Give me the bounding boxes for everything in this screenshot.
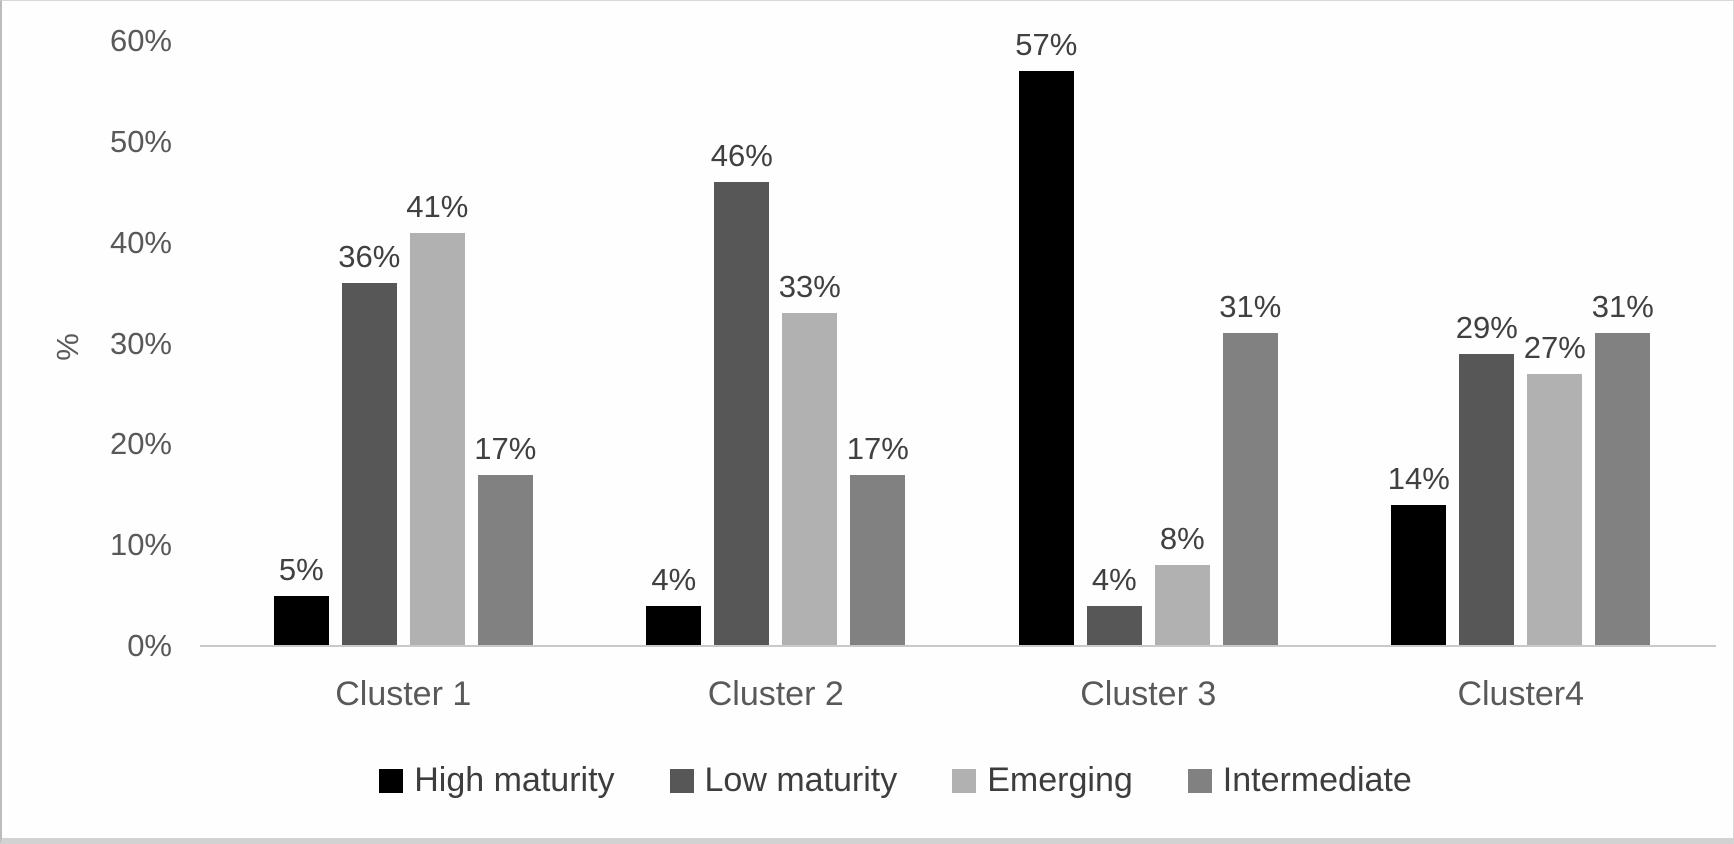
legend-swatch-icon-intermediate xyxy=(1187,768,1212,793)
legend-item-high-maturity: High maturity xyxy=(379,761,615,800)
bar-high-maturity-cluster-3: 57% xyxy=(1015,27,1077,646)
x-category-label-cluster-2: Cluster 2 xyxy=(707,675,844,713)
value-label-emerging-cluster-2: 33% xyxy=(778,269,841,305)
value-label-low-maturity-cluster-2: 46% xyxy=(710,138,773,174)
bar-group-cluster4: 14% 29% 27% 31% xyxy=(1335,41,1708,646)
y-tick-60: 60% xyxy=(109,23,172,58)
legend-label-low-maturity: Low maturity xyxy=(704,761,898,799)
bar-group-cluster-2: 4% 46% 33% 17% xyxy=(590,41,963,646)
legend-label-high-maturity: High maturity xyxy=(414,761,615,799)
bar-intermediate-cluster-1: 17% xyxy=(474,431,536,646)
legend: High maturity Low maturity Emerging Interme… xyxy=(30,761,1733,800)
value-label-high-maturity-cluster-3: 57% xyxy=(1015,27,1078,63)
y-tick-20: 20% xyxy=(109,426,172,462)
legend-item-intermediate: Intermediate xyxy=(1187,761,1412,800)
bar-low-maturity-cluster4: 29% xyxy=(1456,310,1518,646)
value-label-intermediate-cluster-2: 17% xyxy=(846,430,909,466)
bar-emerging-cluster-3: 8% xyxy=(1154,521,1210,646)
x-category-label-cluster-3: Cluster 3 xyxy=(1080,675,1217,713)
bar-low-maturity-cluster-1: 36% xyxy=(338,239,400,646)
value-label-low-maturity-cluster4: 29% xyxy=(1455,309,1518,345)
y-tick-0: 0% xyxy=(127,628,172,663)
value-label-low-maturity-cluster-3: 4% xyxy=(1091,561,1137,597)
value-label-emerging-cluster4: 27% xyxy=(1523,329,1586,365)
value-label-intermediate-cluster-3: 31% xyxy=(1219,289,1282,325)
bar-emerging-cluster-1: 41% xyxy=(406,189,468,646)
bar-intermediate-cluster-2: 17% xyxy=(847,431,909,646)
x-category-label-cluster-1: Cluster 1 xyxy=(335,675,472,713)
bar-group-cluster-3: 57% 4% 8% 31% xyxy=(962,27,1335,646)
bar-intermediate-cluster4: 31% xyxy=(1592,289,1654,646)
value-label-emerging-cluster-1: 41% xyxy=(406,188,469,224)
x-axis-category-labels: Cluster 1 Cluster 2 Cluster 3 Cluster4 xyxy=(217,675,1707,714)
bar-emerging-cluster-2: 33% xyxy=(779,269,841,646)
bar-high-maturity-cluster4: 14% xyxy=(1388,461,1450,646)
plot-area: 5% 36% 41% 17% 4% 46% 33% 17% 57% 4% 8% 31% 14% 29% 27… xyxy=(217,27,1708,646)
x-category-label-cluster4: Cluster4 xyxy=(1457,675,1585,713)
bar-low-maturity-cluster-2: 46% xyxy=(711,138,773,646)
legend-swatch-icon-low-maturity xyxy=(669,768,694,793)
legend-label-intermediate: Intermediate xyxy=(1222,761,1412,799)
bar-high-maturity-cluster-1: 5% xyxy=(273,552,329,646)
value-label-high-maturity-cluster-2: 4% xyxy=(651,561,697,597)
value-label-high-maturity-cluster4: 14% xyxy=(1387,460,1450,496)
y-tick-30: 30% xyxy=(109,325,172,361)
bar-intermediate-cluster-3: 31% xyxy=(1219,289,1281,646)
value-label-intermediate-cluster4: 31% xyxy=(1591,289,1654,325)
value-label-low-maturity-cluster-1: 36% xyxy=(338,239,401,274)
bar-emerging-cluster4: 27% xyxy=(1524,330,1586,646)
legend-item-low-maturity: Low maturity xyxy=(669,761,898,800)
y-tick-40: 40% xyxy=(109,224,172,260)
legend-label-emerging: Emerging xyxy=(987,761,1133,799)
x-axis-line xyxy=(200,645,1716,647)
legend-swatch-icon-high-maturity xyxy=(379,768,404,793)
legend-swatch-icon-emerging xyxy=(952,768,977,793)
value-label-intermediate-cluster-1: 17% xyxy=(474,430,537,466)
y-tick-50: 50% xyxy=(109,123,172,159)
bar-high-maturity-cluster-2: 4% xyxy=(646,562,702,646)
bar-group-cluster-1: 5% 36% 41% 17% xyxy=(217,41,590,646)
value-label-high-maturity-cluster-1: 5% xyxy=(278,551,324,587)
y-tick-10: 10% xyxy=(109,527,172,563)
bar-low-maturity-cluster-3: 4% xyxy=(1086,562,1142,646)
legend-item-emerging: Emerging xyxy=(952,761,1133,800)
value-label-emerging-cluster-3: 8% xyxy=(1159,521,1205,557)
